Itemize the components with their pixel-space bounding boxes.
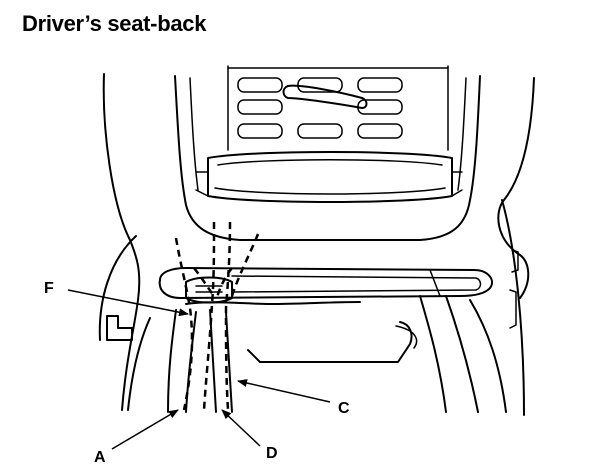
wire-harness — [167, 295, 507, 413]
callout-a: A — [94, 449, 106, 466]
side-bracket — [106, 299, 151, 411]
seat-back-frame — [98, 73, 535, 416]
hidden-wiring-routes — [174, 221, 260, 411]
connector — [185, 276, 233, 304]
leader-lines — [67, 289, 331, 450]
callout-f: F — [44, 280, 54, 297]
leader-line-d — [221, 409, 261, 447]
mounting-bar — [158, 267, 493, 363]
leader-line-c — [237, 379, 331, 403]
leader-line-a — [111, 409, 179, 450]
callout-d: D — [266, 445, 278, 462]
leader-line-f — [67, 289, 189, 317]
diagram-title: Driver’s seat-back — [22, 11, 207, 36]
callout-c: C — [338, 400, 350, 417]
spring-panel — [195, 65, 463, 203]
